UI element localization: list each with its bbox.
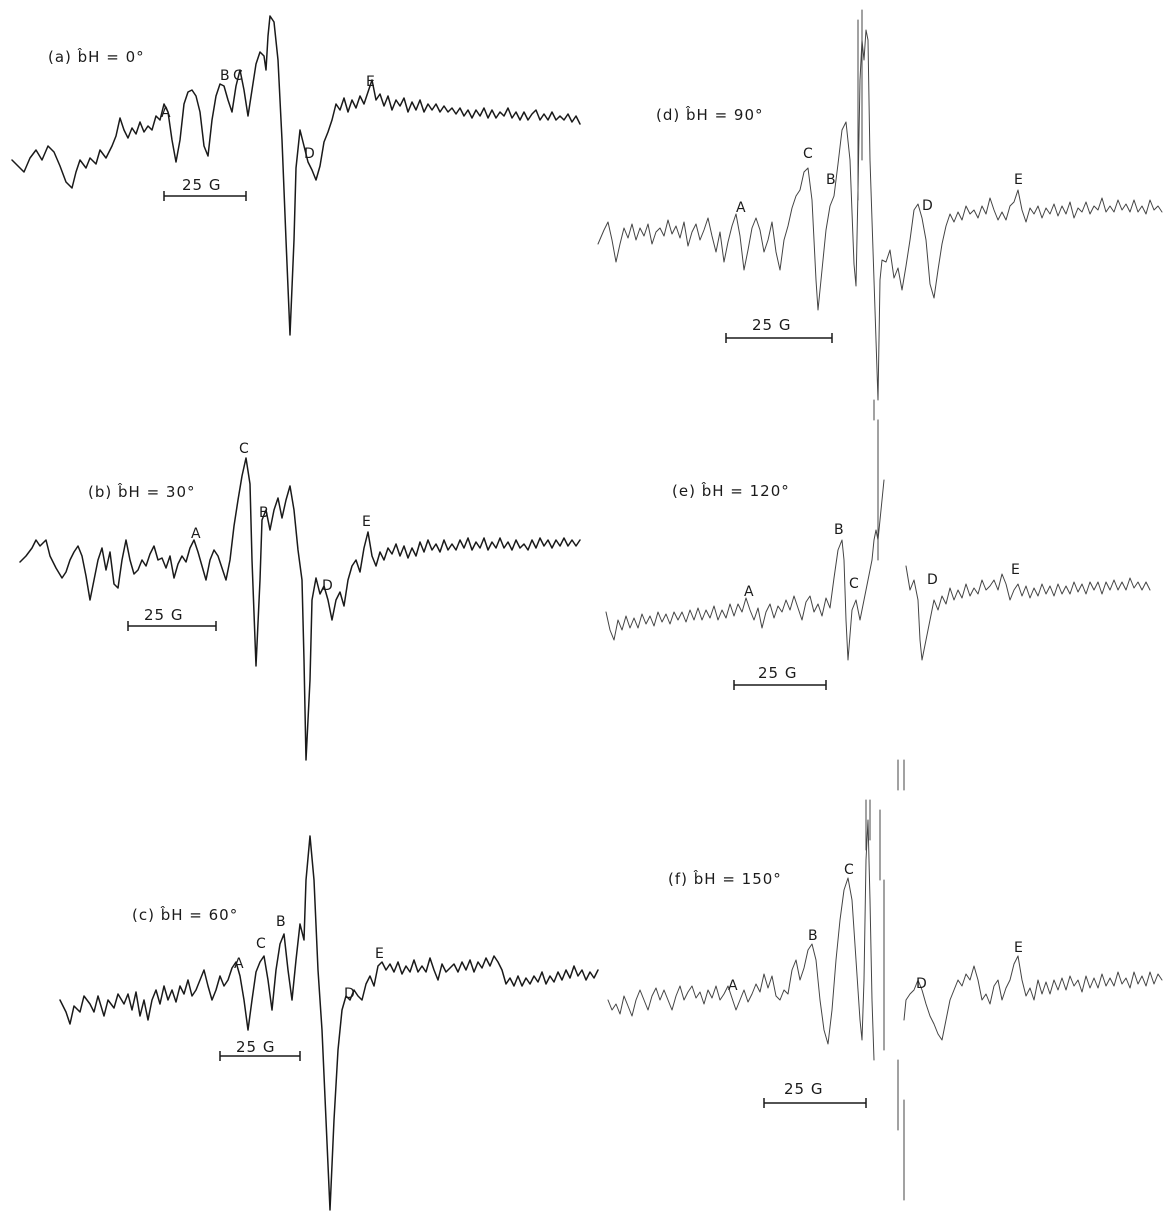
panel-b: (b) b̂H = 30° A B C D E 25 G: [19, 441, 581, 761]
panel-f-peak-E: E: [1014, 940, 1023, 956]
panel-a-peak-A: A: [161, 105, 171, 121]
panel-c: (c) b̂H = 60° A B C D E 25 G: [59, 835, 599, 1211]
panel-c-spectrum-trace: [59, 835, 599, 1211]
panel-a-spectrum-trace: [11, 15, 581, 336]
panel-c-peak-D: D: [344, 986, 355, 1002]
panel-c-peak-B: B: [276, 914, 286, 930]
panel-f-spectrum-trace: [607, 819, 875, 1061]
panel-b-peak-E: E: [362, 514, 371, 530]
panel-b-peak-B: B: [259, 505, 269, 521]
panel-b-scale-label: 25 G: [144, 606, 183, 624]
panel-a-title: (a) b̂H = 0°: [48, 47, 145, 66]
panel-e-trace-right: [905, 565, 1151, 661]
panel-b-peak-D: D: [322, 578, 333, 594]
panel-d-peak-C: C: [803, 146, 813, 162]
panel-d-title: (d) b̂H = 90°: [656, 105, 764, 124]
panel-b-peak-A: A: [191, 526, 201, 542]
panel-f: (f) b̂H = 150° A B C D E 25 G: [607, 799, 1163, 1201]
panel-f-peak-C: C: [844, 862, 854, 878]
panel-a-peak-D: D: [304, 146, 315, 162]
panel-a: (a) b̂H = 0° A B C D E 25 G: [11, 15, 581, 336]
panel-a-scale-label: 25 G: [182, 176, 221, 194]
panel-b-spectrum-trace: [19, 457, 581, 761]
panel-d-peak-E: E: [1014, 172, 1023, 188]
panel-e-scale-bar: 25 G: [733, 664, 827, 690]
panel-c-scale-label: 25 G: [236, 1038, 275, 1056]
panel-d: (d) b̂H = 90° A B C D E 25 G: [597, 9, 1163, 481]
panel-f-trace-right: [903, 955, 1163, 1041]
panel-f-offscale-line: [865, 799, 905, 1201]
panel-f-scale-bar: 25 G: [763, 1080, 867, 1108]
panel-f-peak-A: A: [728, 978, 738, 994]
panel-d-spectrum-trace: [597, 29, 1163, 401]
panel-e-title: (e) b̂H = 120°: [672, 481, 790, 500]
panel-c-peak-A: A: [234, 956, 244, 972]
panel-e-offscale-line: [877, 419, 905, 791]
panel-e-spectrum-trace: [605, 479, 885, 661]
panel-c-title: (c) b̂H = 60°: [132, 905, 238, 924]
panel-d-peak-A: A: [736, 200, 746, 216]
panel-d-peak-B: B: [826, 172, 836, 188]
panel-e-peak-E: E: [1011, 562, 1020, 578]
panel-e-peak-B: B: [834, 522, 844, 538]
panel-e-scale-label: 25 G: [758, 664, 797, 682]
panel-a-peak-E: E: [366, 74, 375, 90]
panel-b-peak-C: C: [239, 441, 249, 457]
panel-b-title: (b) b̂H = 30°: [88, 482, 196, 501]
panel-a-peak-B: B: [220, 68, 230, 84]
panel-e-peak-A: A: [744, 584, 754, 600]
panel-d-peak-D: D: [922, 198, 933, 214]
panel-c-peak-C: C: [256, 936, 266, 952]
panel-e-peak-D: D: [927, 572, 938, 588]
panel-a-peak-C: C: [233, 68, 243, 84]
panel-e-peak-C: C: [849, 576, 859, 592]
panel-f-title: (f) b̂H = 150°: [668, 869, 782, 888]
panel-f-scale-label: 25 G: [784, 1080, 823, 1098]
panel-f-peak-B: B: [808, 928, 818, 944]
panel-a-scale-bar: 25 G: [163, 176, 247, 201]
panel-f-peak-D: D: [916, 976, 927, 992]
panel-d-offscale-line: [857, 9, 879, 481]
panel-d-scale-label: 25 G: [752, 316, 791, 334]
panel-b-scale-bar: 25 G: [127, 606, 217, 631]
panel-e: (e) b̂H = 120° A B C D E 25 G: [605, 419, 1151, 791]
panel-c-peak-E: E: [375, 946, 384, 962]
panel-d-scale-bar: 25 G: [725, 316, 833, 343]
panel-c-scale-bar: 25 G: [219, 1038, 301, 1061]
